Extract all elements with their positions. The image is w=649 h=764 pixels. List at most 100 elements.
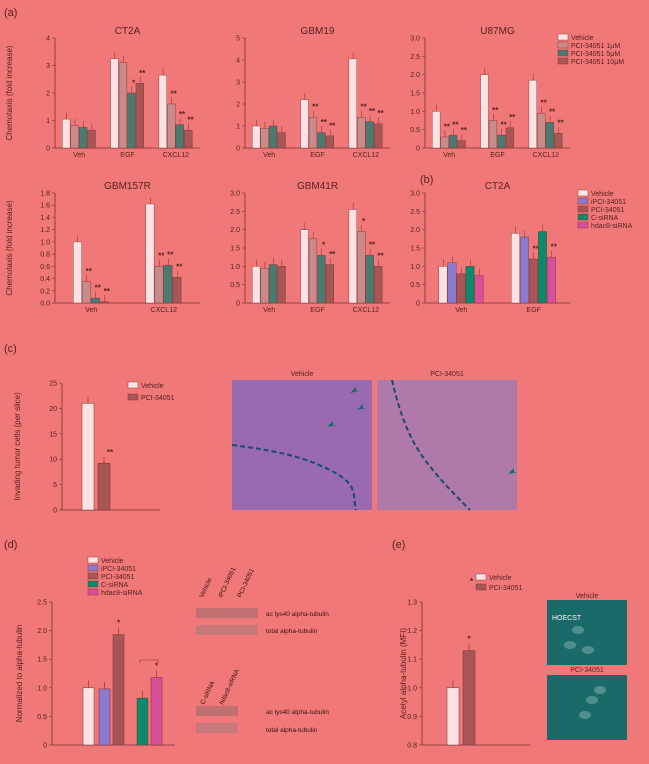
chart-title: GBM41R xyxy=(297,181,338,192)
legend-entry: iPCI-34051 xyxy=(101,566,136,573)
significance-mark: * xyxy=(467,634,471,643)
bar xyxy=(325,135,335,149)
y-axis-label: Chemotaxis (fold increase) xyxy=(5,45,14,140)
bar xyxy=(317,255,326,304)
significance-mark: ** xyxy=(492,106,499,115)
y-tick-label: 15 xyxy=(49,431,57,438)
bar xyxy=(374,123,383,149)
bar xyxy=(456,273,466,304)
micrograph-vehicle xyxy=(547,600,627,665)
bar xyxy=(112,634,125,746)
bar xyxy=(175,124,184,149)
significance-mark: ** xyxy=(533,244,540,253)
bar xyxy=(448,134,458,149)
legend-entry: iPCI-34051 xyxy=(591,199,626,206)
x-tick-label: Veh xyxy=(73,152,85,159)
y-tick-label: 2.0 xyxy=(410,72,420,79)
y-tick-label: 10 xyxy=(49,457,57,464)
significance-mark: ** xyxy=(369,107,376,116)
bar xyxy=(447,262,457,304)
bar xyxy=(488,120,498,149)
lane-label: C-siRNA xyxy=(199,679,216,705)
bar xyxy=(78,127,88,149)
y-tick-label: 1.0 xyxy=(40,239,50,246)
bar xyxy=(184,129,193,149)
panel-label: (d) xyxy=(4,539,17,551)
legend-swatch xyxy=(577,189,589,197)
bar xyxy=(82,281,91,304)
legend-entry: PCI-34051 5μM xyxy=(571,51,620,58)
bar xyxy=(537,112,546,149)
micrograph-pci xyxy=(377,380,517,510)
significance-mark: ** xyxy=(452,121,459,130)
legend-entry: C-siRNA xyxy=(591,215,619,222)
y-tick-label: 0.8 xyxy=(407,743,417,750)
x-tick-label: CXCL12 xyxy=(353,152,380,159)
micrograph-pci xyxy=(547,675,627,740)
significance-mark: ** xyxy=(95,284,102,293)
significance-mark: ** xyxy=(107,448,114,457)
chart-title: CT2A xyxy=(485,181,511,192)
bar xyxy=(325,264,335,304)
panel-label: (e) xyxy=(392,539,405,551)
significance-mark: * xyxy=(155,661,159,670)
y-axis-label: Invading tumor cells (per slice) xyxy=(13,392,22,501)
bar xyxy=(150,677,163,746)
legend-swatch xyxy=(87,572,99,580)
x-tick-label: EGF xyxy=(490,152,504,159)
bar xyxy=(440,136,449,149)
band-total xyxy=(196,723,238,733)
arrow-icon xyxy=(357,404,367,410)
bar xyxy=(317,132,326,149)
bar xyxy=(110,58,119,149)
x-tick-label: EGF xyxy=(120,152,134,159)
bar xyxy=(357,116,366,149)
y-tick-label: 1 xyxy=(46,118,50,125)
legend-swatch xyxy=(577,205,589,213)
significance-mark: ** xyxy=(540,99,547,108)
band-label: total alpha-tubulin xyxy=(266,628,318,635)
y-tick-label: 25 xyxy=(49,381,57,388)
bar xyxy=(260,127,269,149)
lane-label: Vehicle xyxy=(198,577,213,599)
bar xyxy=(520,236,529,304)
significance-mark: ** xyxy=(557,119,564,128)
x-tick-label: EGF xyxy=(310,152,324,159)
y-tick-label: 1.6 xyxy=(40,203,50,210)
bar xyxy=(505,127,515,149)
significance-mark: * xyxy=(117,618,121,627)
legend-entry: PCI-34051 xyxy=(101,574,135,581)
y-tick-label: 2.5 xyxy=(230,209,240,216)
significance-mark: ** xyxy=(377,109,384,118)
micrograph-vehicle xyxy=(232,380,372,510)
x-tick-label: Veh xyxy=(455,307,467,314)
legend-swatch xyxy=(475,583,487,591)
bar xyxy=(538,231,547,304)
x-tick-label: CXCL12 xyxy=(163,152,190,159)
y-tick-label: 3 xyxy=(46,63,50,70)
band-acetyl xyxy=(196,608,258,618)
y-tick-label: 2.0 xyxy=(410,227,420,234)
significance-mark: * xyxy=(470,577,474,586)
x-tick-label: CXCL12 xyxy=(353,307,380,314)
significance-mark: * xyxy=(322,241,326,250)
bar xyxy=(277,266,286,304)
legend-swatch xyxy=(557,41,569,49)
y-tick-label: 0 xyxy=(46,146,50,153)
bar xyxy=(277,132,286,149)
significance-mark: ** xyxy=(321,118,328,127)
bar xyxy=(529,258,538,304)
bar xyxy=(547,256,556,304)
y-tick-label: 1.2 xyxy=(407,628,417,635)
band-total xyxy=(196,625,258,635)
legend-swatch xyxy=(557,49,569,57)
x-tick-label: Veh xyxy=(263,152,275,159)
significance-mark: ** xyxy=(312,103,319,112)
significance-mark: ** xyxy=(167,251,174,260)
micrograph-label: Vehicle xyxy=(291,371,314,378)
significance-mark: * xyxy=(132,78,136,87)
y-tick-label: 1 xyxy=(236,124,240,131)
significance-mark: ** xyxy=(139,69,146,78)
bar xyxy=(167,103,176,149)
bar xyxy=(260,267,269,304)
